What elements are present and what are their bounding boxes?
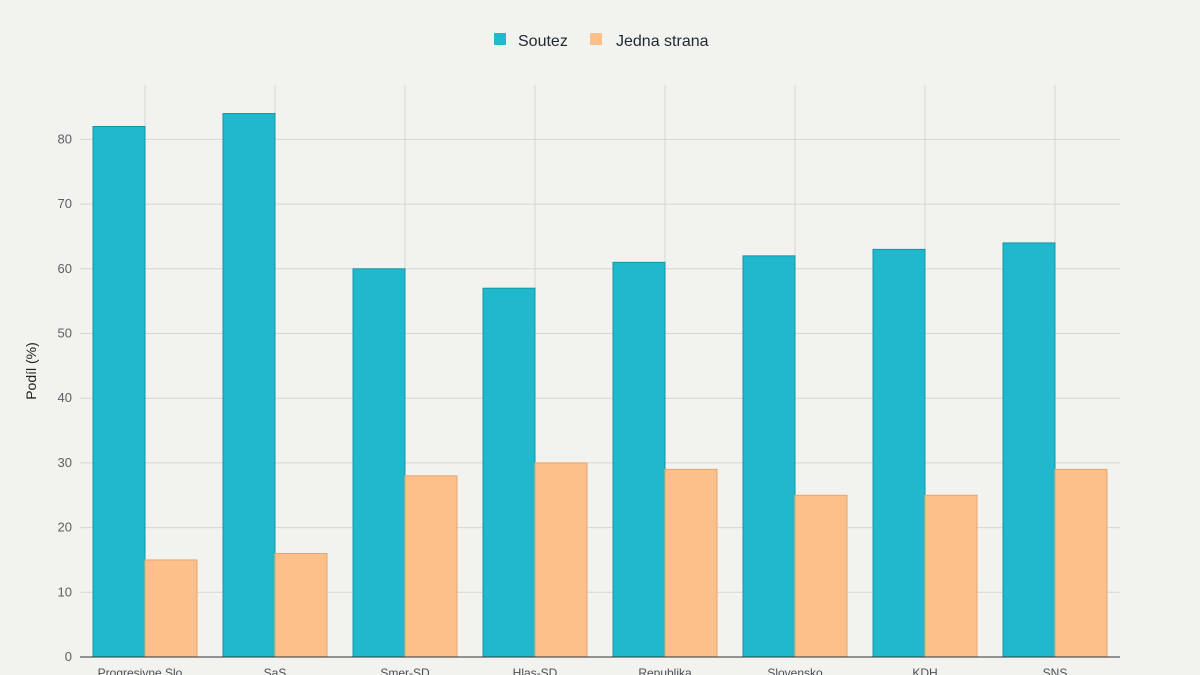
- x-tick-label: Hlas-SD: [513, 666, 558, 675]
- bar-jedna-strana: [1054, 468, 1108, 658]
- y-tick-label: 10: [58, 584, 72, 599]
- bar-jedna-strana: [534, 462, 588, 658]
- legend-label-soutez: Soutez: [518, 33, 568, 50]
- x-tick-label: SNS: [1043, 666, 1068, 675]
- bar-soutez: [482, 287, 536, 658]
- bar-soutez: [92, 125, 146, 658]
- y-tick-label: 0: [65, 649, 72, 664]
- bar-soutez: [352, 268, 406, 658]
- bar-jedna-strana: [144, 559, 198, 658]
- legend-swatch-jedna-strana: [590, 33, 602, 45]
- x-tick-label: Slovensko: [767, 666, 823, 675]
- y-tick-label: 70: [58, 196, 72, 211]
- bar-soutez: [872, 248, 926, 658]
- bar-soutez: [1002, 242, 1056, 658]
- bar-jedna-strana: [274, 552, 328, 658]
- y-tick-label: 80: [58, 131, 72, 146]
- x-tick-label: Republika: [638, 666, 692, 675]
- bar-soutez: [742, 255, 796, 658]
- y-tick-label: 50: [58, 326, 72, 341]
- legend: Soutez Jedna strana: [494, 33, 709, 50]
- bar-jedna-strana: [664, 468, 718, 658]
- bars: [92, 113, 1108, 658]
- y-axis-title: Podíl (%): [23, 342, 39, 400]
- x-tick-label: Smer-SD: [380, 666, 430, 675]
- y-tick-label: 40: [58, 390, 72, 405]
- bar-jedna-strana: [404, 475, 458, 658]
- tick-labels: 0 10 20 30 40 50 60 70 80 Progresivne Slo... SaS Sm…: [58, 131, 1068, 675]
- x-tick-label: SaS: [264, 666, 287, 675]
- bar-soutez: [612, 261, 666, 658]
- y-tick-label: 60: [58, 261, 72, 276]
- y-tick-label: 20: [58, 520, 72, 535]
- x-tick-label: Progresivne Slo...: [98, 666, 193, 675]
- bar-jedna-strana: [924, 494, 978, 658]
- bar-soutez: [222, 113, 276, 658]
- legend-swatch-soutez: [494, 33, 506, 45]
- y-tick-label: 30: [58, 455, 72, 470]
- x-tick-label: KDH: [912, 666, 937, 675]
- bar-jedna-strana: [794, 494, 848, 658]
- legend-label-jedna-strana: Jedna strana: [616, 33, 709, 50]
